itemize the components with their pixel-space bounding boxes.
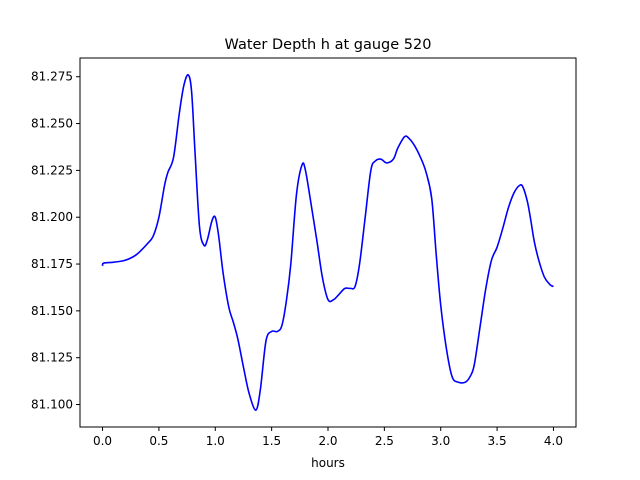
plot-area (80, 58, 576, 427)
y-axis-ticks: 81.100 81.125 81.150 81.175 81.200 81.225 81.2… (31, 70, 80, 412)
x-tick-label: 3.5 (488, 434, 507, 448)
x-axis-ticks: 0.0 0.5 1.0 1.5 2.0 2.5 3.0 3.5 4.0 (93, 427, 563, 448)
x-tick-label: 0.5 (149, 434, 168, 448)
x-tick-label: 3.0 (431, 434, 450, 448)
x-tick-label: 1.5 (262, 434, 281, 448)
x-axis-label: hours (311, 456, 345, 470)
series-group (101, 74, 554, 411)
y-tick-label: 81.225 (31, 163, 73, 177)
y-tick-label: 81.150 (31, 304, 73, 318)
y-tick-label: 81.200 (31, 210, 73, 224)
x-tick-label: 1.0 (206, 434, 225, 448)
x-tick-label: 4.0 (544, 434, 563, 448)
x-tick-label: 0.0 (93, 434, 112, 448)
x-tick-label: 2.0 (318, 434, 337, 448)
y-tick-label: 81.250 (31, 117, 73, 131)
chart-title: Water Depth h at gauge 520 (225, 37, 432, 53)
y-tick-label: 81.275 (31, 70, 73, 84)
y-tick-label: 81.100 (31, 398, 73, 412)
x-tick-label: 2.5 (375, 434, 394, 448)
y-tick-label: 81.175 (31, 257, 73, 271)
series-line (101, 74, 554, 411)
y-tick-label: 81.125 (31, 351, 73, 365)
